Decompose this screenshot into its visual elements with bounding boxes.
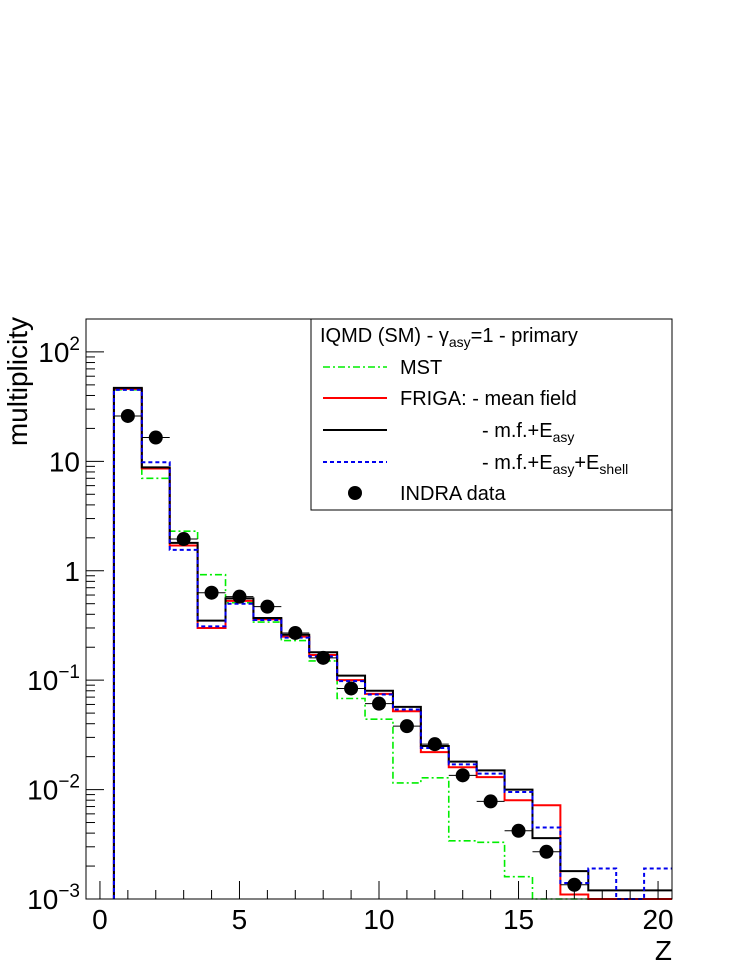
legend-label-friga_mf_easy: - m.f.+Easy (482, 420, 574, 445)
data-point (560, 877, 589, 892)
y-axis: 10−3 10−2 10−1 1 10 102 (27, 318, 104, 915)
legend-header: IQMD (SM) - γasy=1 - primary (320, 325, 578, 350)
data-point (504, 823, 533, 838)
data-point (448, 768, 477, 783)
y-tick-label: 102 (38, 334, 80, 368)
legend-label-friga_mf_easy_eshell: - m.f.+Easy+Eshell (482, 452, 628, 477)
data-point (337, 681, 366, 696)
data-point (169, 532, 198, 547)
data-point (420, 737, 449, 752)
legend-label-friga_mf: FRIGA: - mean field (400, 388, 577, 410)
y-tick-label: 10 (49, 446, 80, 477)
x-axis: 0 5 10 15 20 (92, 881, 674, 935)
data-point (113, 408, 142, 423)
data-point (476, 794, 505, 809)
x-tick-label: 15 (503, 904, 534, 935)
y-tick-label: 10−3 (27, 881, 80, 915)
data-point (141, 430, 170, 445)
histogram-layer (112, 386, 672, 900)
data-point (309, 650, 338, 665)
data-point (532, 844, 561, 859)
x-axis-label: Z (655, 935, 672, 966)
data-point (281, 625, 310, 640)
y-tick-label: 1 (64, 556, 80, 587)
y-tick-label: 10−1 (27, 662, 80, 696)
data-points-layer (113, 408, 589, 892)
series-mst (113, 389, 672, 900)
data-point (197, 585, 226, 600)
data-point (365, 696, 393, 711)
legend: IQMD (SM) - γasy=1 - primary MST FRIGA: -… (310, 318, 673, 511)
x-tick-label: 10 (363, 904, 394, 935)
y-tick-label: 10−2 (27, 772, 80, 806)
data-point (392, 719, 421, 734)
legend-label-mst: MST (400, 357, 442, 379)
legend-box (310, 318, 673, 511)
data-point (253, 599, 282, 614)
data-point (225, 589, 254, 604)
x-tick-label: 5 (232, 904, 248, 935)
y-axis-label: multiplicity (2, 317, 33, 446)
x-tick-label: 0 (92, 904, 108, 935)
legend-swatch-indra (348, 486, 362, 500)
x-tick-label: 20 (642, 904, 673, 935)
legend-label-indra: INDRA data (400, 483, 506, 505)
